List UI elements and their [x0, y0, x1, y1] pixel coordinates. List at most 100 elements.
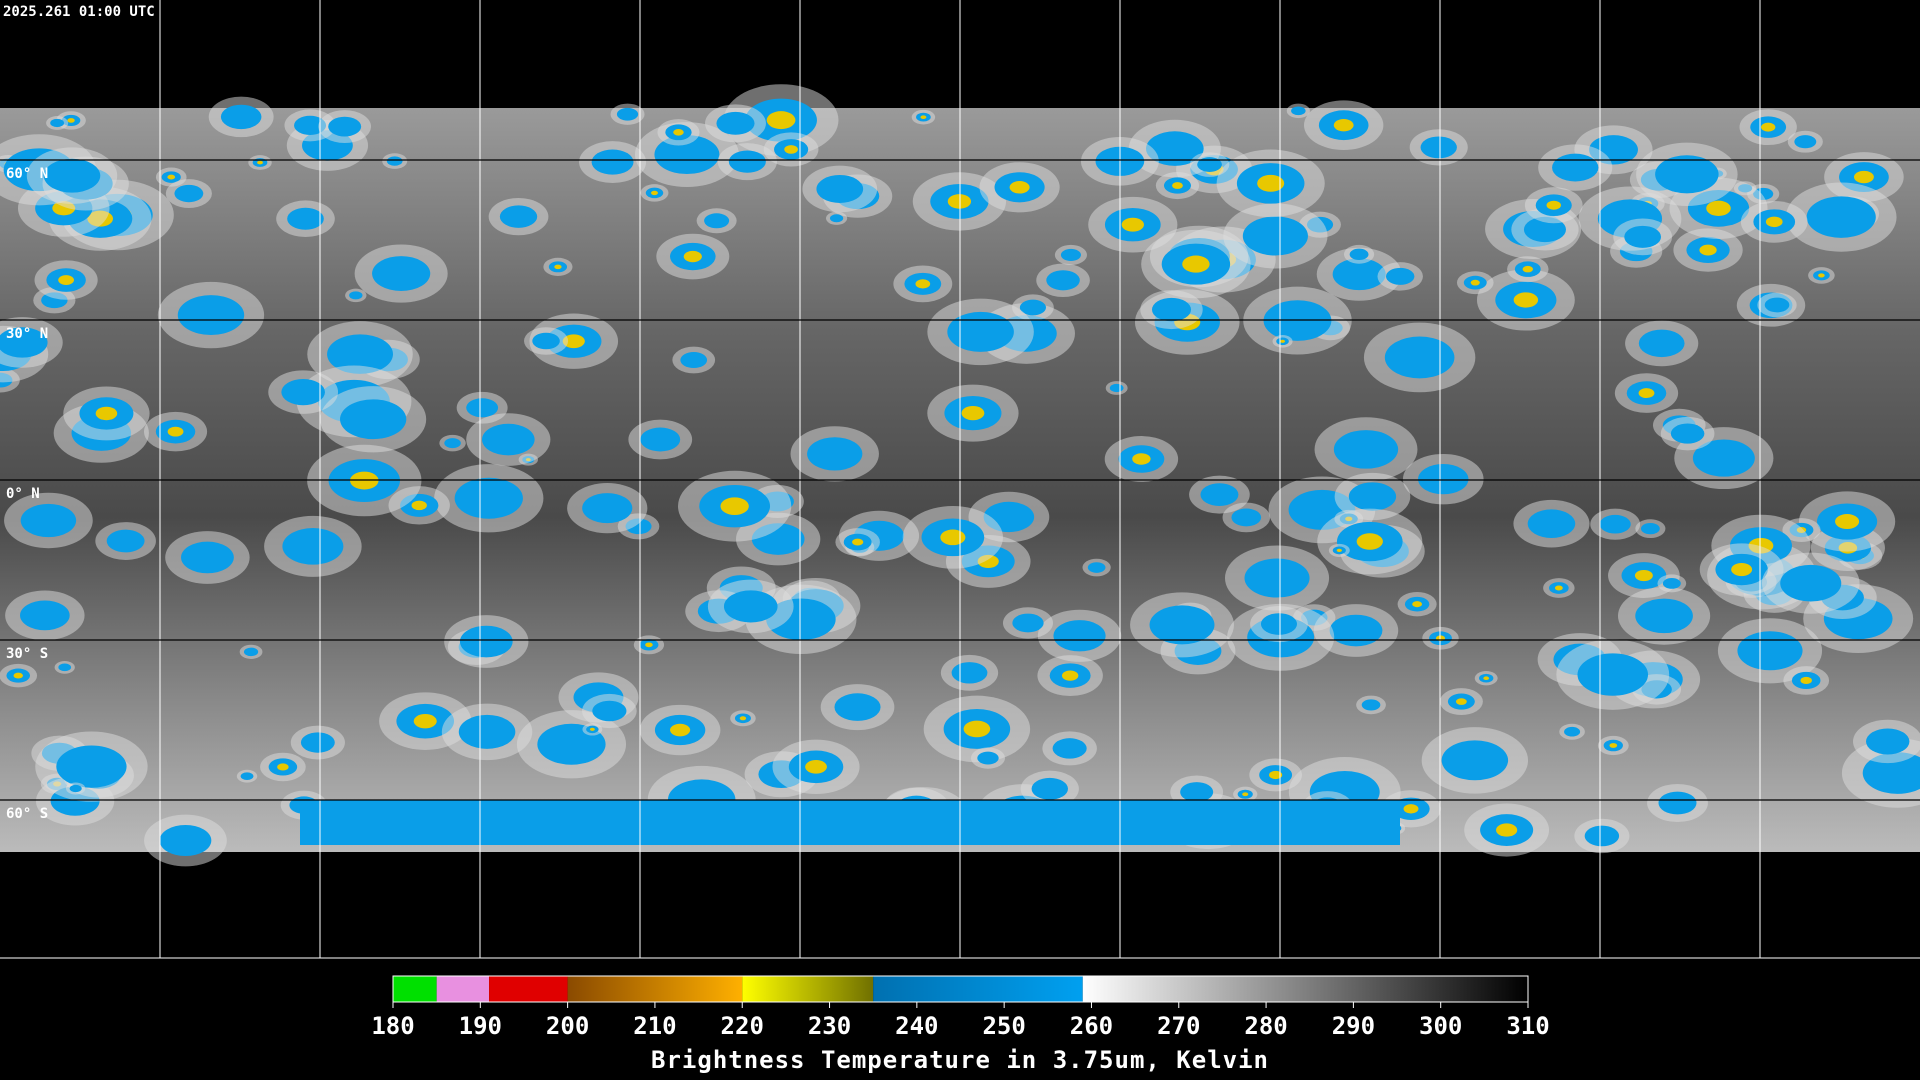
cloud-core — [670, 723, 691, 737]
cloud-cold — [1053, 620, 1106, 652]
cloud-cold — [220, 104, 262, 130]
cloud-core — [1638, 388, 1655, 399]
cloud-cold — [327, 334, 393, 374]
colorbar-tick-label: 230 — [808, 1012, 851, 1040]
cloud-core — [1121, 217, 1144, 232]
cloud-cold — [1109, 383, 1124, 393]
colorbar-segment — [742, 976, 874, 1002]
cloud-core — [167, 426, 184, 437]
cloud-core — [411, 500, 427, 511]
cloud-core — [1761, 122, 1776, 132]
cloud-core — [1835, 513, 1860, 530]
cloud-cold — [680, 352, 708, 369]
cloud-cold — [1624, 225, 1662, 248]
cloud-cold — [1291, 106, 1306, 116]
cloud-cold — [1794, 135, 1817, 149]
cloud-cold — [300, 732, 335, 753]
cloud-core — [95, 406, 118, 421]
cloud-core — [1546, 200, 1561, 210]
cloud-core — [1172, 182, 1183, 189]
colorbar-tick-label: 190 — [459, 1012, 502, 1040]
cloud-cold — [240, 772, 254, 781]
cloud-layer — [0, 84, 1920, 867]
cloud-cold — [281, 379, 325, 406]
cloud-core — [1513, 292, 1539, 308]
colorbar-tick-label: 260 — [1070, 1012, 1113, 1040]
cloud-cold — [1333, 430, 1399, 469]
colorbar-tick-label: 300 — [1419, 1012, 1462, 1040]
cloud-core — [1182, 255, 1210, 273]
cloud-cold — [834, 693, 881, 721]
timestamp: 2025.261 01:00 UTC — [3, 4, 155, 20]
colorbar-segment — [436, 976, 490, 1002]
cloud-core — [1356, 533, 1383, 550]
cloud-cold — [1031, 777, 1068, 800]
antarctic-cold — [300, 800, 1400, 845]
cloud-cold — [1060, 248, 1081, 261]
cloud-cold — [340, 399, 407, 440]
cloud-cold — [1584, 825, 1620, 847]
cloud-cold — [294, 115, 327, 135]
cloud-cold — [1087, 562, 1106, 573]
cloud-core — [1853, 170, 1874, 184]
cloud-cold — [616, 107, 639, 121]
cloud-cold — [459, 625, 513, 658]
cloud-cold — [458, 714, 516, 749]
cloud-cold — [1200, 483, 1239, 506]
cloud-cold — [1806, 196, 1876, 238]
colorbar-tick-label: 210 — [633, 1012, 676, 1040]
cloud-core — [766, 111, 796, 130]
cloud-core — [852, 538, 864, 546]
lat-label: 0° N — [6, 486, 40, 502]
cloud-core — [963, 720, 991, 738]
cloud-cold — [807, 437, 863, 471]
cloud-core — [589, 727, 595, 731]
cloud-cold — [1149, 605, 1215, 645]
cloud-core — [1333, 118, 1354, 132]
cloud-cold — [728, 150, 766, 173]
cloud-cold — [591, 149, 634, 175]
cloud-core — [651, 190, 658, 196]
colorbar-tick-label: 180 — [371, 1012, 414, 1040]
cloud-cold — [1384, 336, 1455, 379]
cloud-core — [1009, 181, 1030, 194]
cloud-cold — [1012, 613, 1044, 633]
cloud-core — [739, 716, 747, 721]
cloud-cold — [1332, 258, 1386, 291]
cloud-cold — [716, 111, 755, 135]
cloud-cold — [1640, 523, 1660, 535]
cloud-cold — [582, 493, 633, 524]
cloud-cold — [1658, 791, 1697, 815]
cloud-cold — [482, 423, 535, 456]
colorbar: 180 190 200 210 220 230 240 250 260 270 280 290 300 3… — [371, 975, 1550, 1040]
cloud-core — [961, 405, 985, 421]
cloud-cold — [1329, 614, 1383, 647]
cloud-core — [1818, 273, 1825, 278]
cloud-cold — [20, 503, 77, 538]
cloud-cold — [499, 205, 538, 228]
cloud-core — [562, 334, 585, 349]
cloud-cold — [1662, 578, 1681, 589]
cloud-core — [947, 194, 972, 209]
lat-label: 60° N — [6, 166, 48, 182]
cloud-core — [1706, 200, 1731, 216]
lat-label: 30° N — [6, 326, 48, 342]
cloud-cold — [1046, 270, 1080, 291]
cloud-cold — [287, 207, 324, 230]
cloud-cold — [181, 541, 234, 574]
cloud-cold — [1420, 136, 1457, 159]
cloud-cold — [20, 600, 70, 631]
cloud-core — [1765, 216, 1783, 228]
cloud-cold — [1780, 564, 1842, 602]
cloud-core — [1496, 823, 1518, 837]
cloud-cold — [444, 438, 461, 449]
cloud-core — [1132, 453, 1151, 465]
cloud-core — [673, 129, 684, 136]
cloud-cold — [1655, 155, 1719, 194]
cloud-cold — [328, 116, 362, 137]
cloud-cold — [372, 256, 431, 292]
cloud-cold — [1019, 299, 1047, 316]
cloud-cold — [1599, 514, 1631, 534]
colorbar-title: Brightness Temperature in 3.75um, Kelvin — [651, 1046, 1269, 1074]
